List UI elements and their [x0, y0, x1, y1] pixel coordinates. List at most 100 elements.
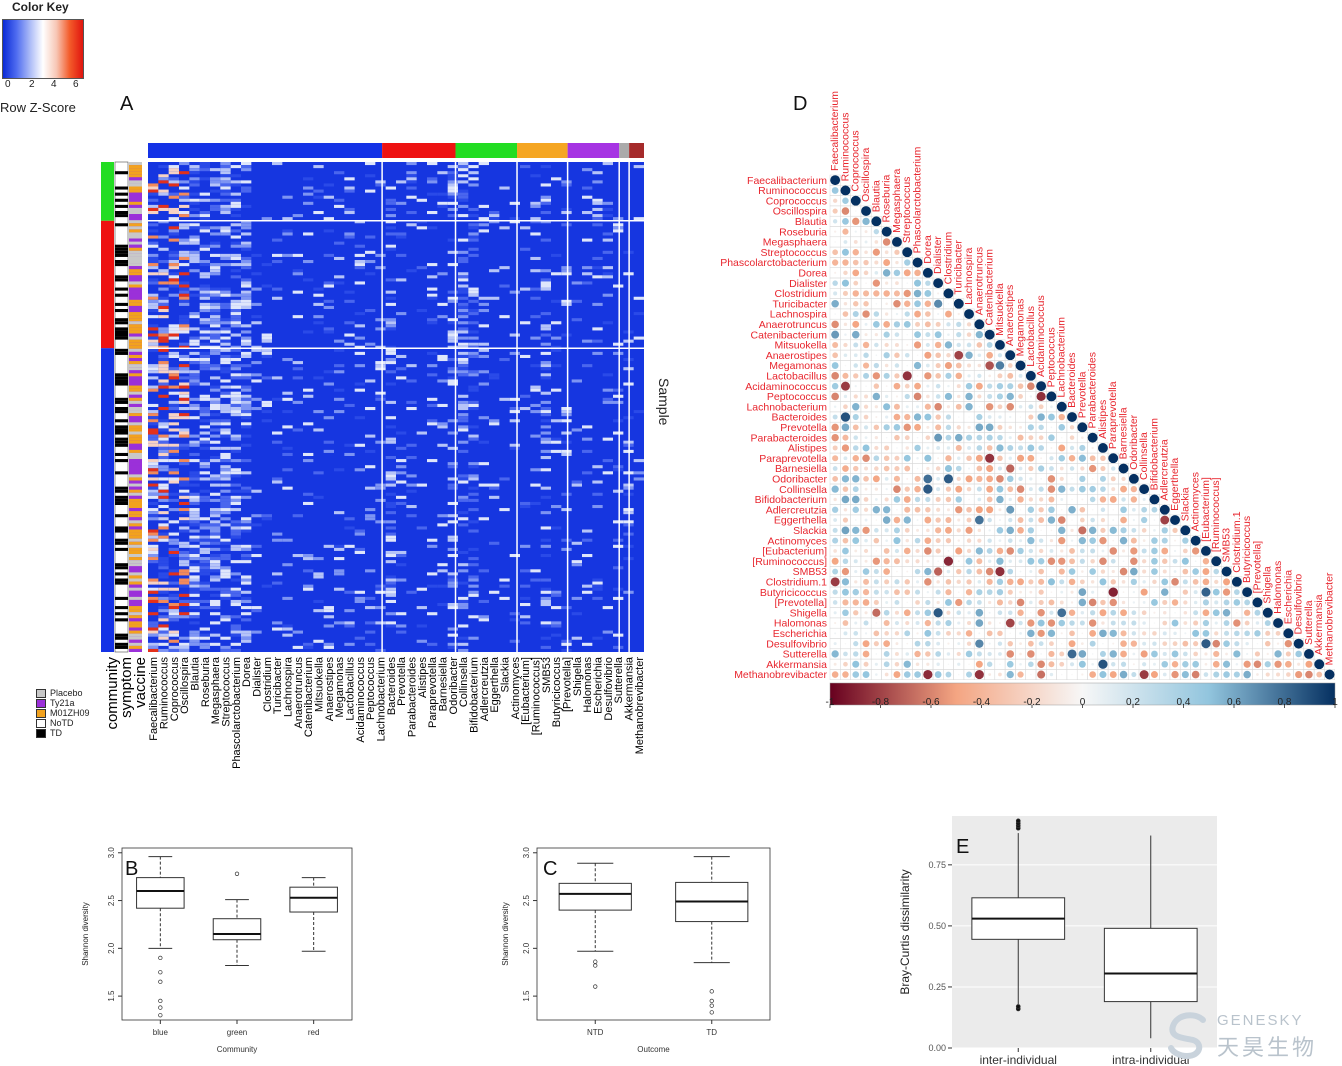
heat-cell: [210, 400, 221, 404]
heat-cell: [354, 253, 365, 257]
corr-circle: [1297, 662, 1301, 666]
corr-row-label: Desulfovibrio: [766, 638, 827, 650]
heat-cell: [220, 186, 231, 190]
corr-circle: [1153, 622, 1156, 624]
heat-cell: [210, 440, 221, 444]
heat-cell: [375, 253, 386, 257]
heat-cell: [220, 422, 231, 426]
corr-circle: [914, 640, 921, 647]
vaccine-stripe: [129, 569, 142, 573]
corr-circle: [1130, 578, 1137, 585]
heat-cell: [509, 201, 520, 205]
corr-circle: [1027, 424, 1034, 431]
corr-circle: [832, 341, 839, 348]
corr-circle: [854, 569, 858, 574]
heat-cell: [210, 305, 221, 309]
heat-cell: [468, 171, 479, 175]
heat-cell: [230, 535, 241, 539]
corr-circle: [872, 320, 880, 328]
heat-cell: [458, 403, 469, 407]
heat-cell: [199, 321, 210, 325]
corr-circle: [986, 548, 993, 554]
corr-circle: [893, 485, 901, 493]
corr-circle: [1121, 476, 1126, 481]
heat-cell: [561, 547, 572, 551]
heat-cell: [385, 526, 396, 530]
heat-cell: [334, 572, 345, 576]
legend-swatch: [36, 688, 46, 698]
heat-cell: [189, 584, 200, 588]
heat-cell: [530, 403, 541, 407]
heat-cell: [272, 260, 283, 264]
heat-cell: [602, 397, 613, 401]
corr-circle: [872, 372, 881, 380]
heat-cell: [230, 253, 241, 257]
vaccine-stripe: [129, 204, 142, 208]
heat-cell: [447, 296, 458, 300]
heat-cell: [561, 299, 572, 303]
heat-cell: [344, 211, 355, 215]
heat-cell: [148, 517, 159, 521]
corr-circle: [862, 526, 870, 534]
corr-circle: [1265, 630, 1271, 636]
corr-circle: [1071, 519, 1073, 521]
heat-cell: [241, 299, 252, 303]
heat-cell: [396, 354, 407, 358]
heat-cell: [241, 376, 252, 380]
corr-circle: [1060, 642, 1063, 645]
heat-cell: [230, 321, 241, 325]
heatmap-column-label: Anaerotruncus: [293, 657, 305, 729]
corr-circle: [841, 423, 850, 432]
corr-circle: [853, 353, 858, 358]
heat-cell: [148, 266, 159, 270]
heat-cell: [230, 449, 241, 453]
corr-circle: [852, 290, 859, 297]
heat-cell: [396, 459, 407, 463]
heat-cell: [148, 529, 159, 533]
corr-circle: [873, 569, 879, 575]
corr-circle: [997, 424, 1003, 430]
top-cluster-bar: [455, 143, 518, 158]
heat-cell: [613, 465, 624, 469]
corr-circle: [977, 373, 982, 378]
heat-cell: [458, 214, 469, 218]
heat-cell: [230, 459, 241, 463]
vaccine-stripe: [129, 443, 142, 447]
heat-cell: [220, 229, 231, 233]
corr-circle: [1081, 642, 1084, 645]
heat-cell: [561, 407, 572, 411]
heat-cell: [168, 603, 179, 607]
heat-cell: [458, 302, 469, 306]
heat-cell: [241, 256, 252, 260]
heat-cell: [168, 407, 179, 411]
corr-circle: [831, 187, 839, 194]
symptom-stripe: [115, 538, 128, 542]
heatmap-column-label: [Prevotella]: [562, 657, 574, 712]
corr-circle: [1304, 649, 1314, 659]
heat-cell: [313, 165, 324, 169]
corr-circle: [976, 568, 983, 575]
heat-cell: [468, 462, 479, 466]
corr-circle: [834, 271, 837, 274]
corr-circle: [1140, 588, 1148, 596]
heat-cell: [230, 508, 241, 512]
corr-circle: [1274, 650, 1282, 658]
corr-circle: [1057, 516, 1066, 524]
corr-circle: [1050, 591, 1053, 593]
corr-circle: [863, 578, 870, 585]
corr-circle: [1110, 620, 1116, 626]
corr-circle: [1223, 671, 1230, 678]
corr-circle: [884, 312, 889, 316]
heat-cell: [427, 211, 438, 215]
heat-cell: [427, 364, 438, 368]
heat-cell: [148, 501, 159, 505]
symptom-stripe: [115, 514, 128, 518]
corr-circle: [1110, 609, 1117, 616]
corr-circle: [986, 661, 993, 667]
heat-cell: [416, 226, 427, 230]
heat-cell: [158, 563, 169, 567]
heat-cell: [220, 327, 231, 331]
corr-circle: [875, 622, 878, 624]
corr-circle: [1102, 642, 1104, 645]
heat-cell: [396, 465, 407, 469]
